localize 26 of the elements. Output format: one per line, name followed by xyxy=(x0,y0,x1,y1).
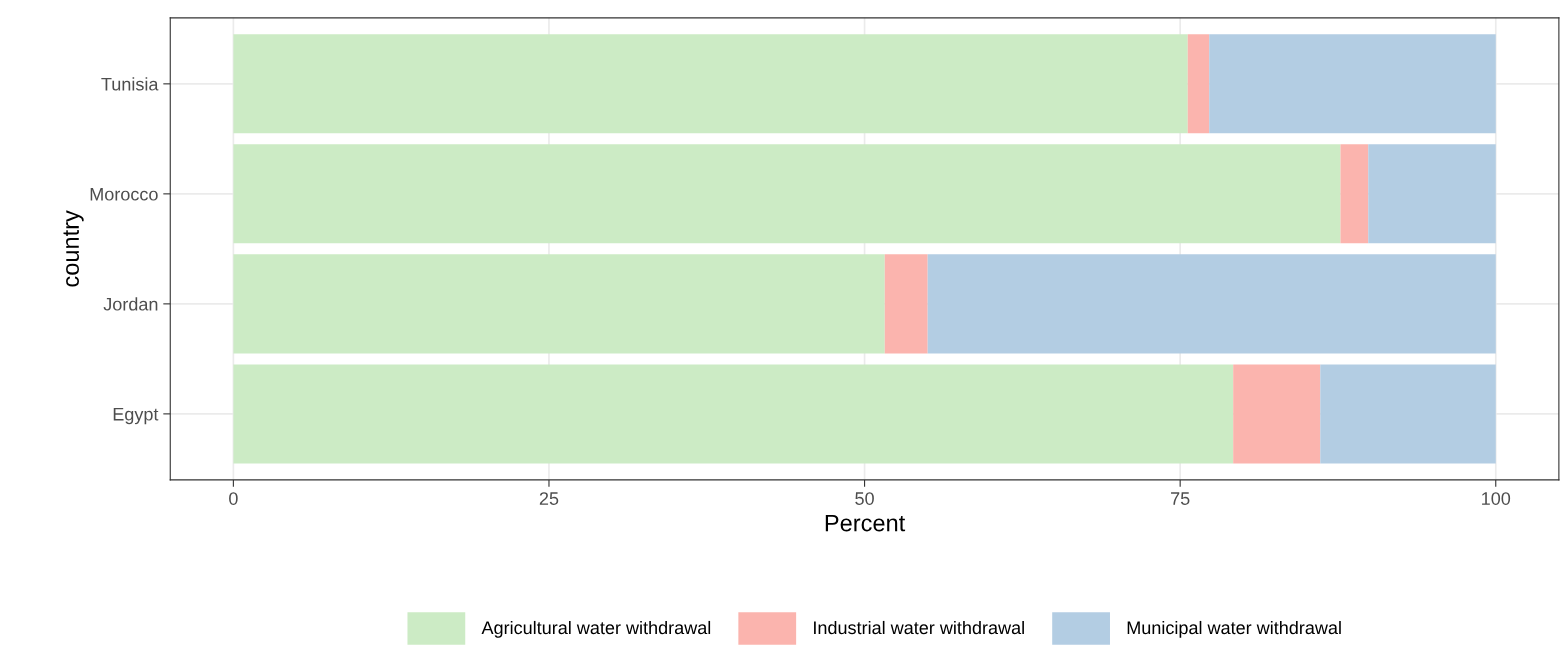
bar xyxy=(233,34,1188,134)
y-tick-label: Morocco xyxy=(90,187,158,201)
bar xyxy=(1320,364,1496,464)
bar xyxy=(1187,34,1210,134)
bar xyxy=(927,254,1496,354)
bar xyxy=(1209,34,1496,134)
bar xyxy=(1233,364,1321,464)
bar xyxy=(884,254,928,354)
x-tick-label: 100 xyxy=(1482,492,1511,505)
bar xyxy=(1368,144,1496,244)
y-tick-label: Tunisia xyxy=(101,77,159,91)
y-tick-label: Egypt xyxy=(113,408,159,425)
bar xyxy=(233,364,1234,464)
bar xyxy=(1340,144,1369,244)
legend-label: Agricultural water withdrawal xyxy=(481,620,711,638)
x-tick-label: 75 xyxy=(1171,492,1190,505)
x-tick-label: 50 xyxy=(855,492,874,505)
bar xyxy=(233,254,885,354)
x-axis-title: Percent xyxy=(825,514,906,532)
y-axis-title: country xyxy=(63,210,84,287)
x-tick-label: 0 xyxy=(229,492,238,505)
x-tick-label: 25 xyxy=(539,492,559,505)
bar xyxy=(233,144,1341,244)
legend-label: Industrial water withdrawal xyxy=(814,620,1024,635)
y-tick-label: Jordan xyxy=(103,297,158,311)
legend-label: Municipal water withdrawal xyxy=(1127,620,1341,638)
